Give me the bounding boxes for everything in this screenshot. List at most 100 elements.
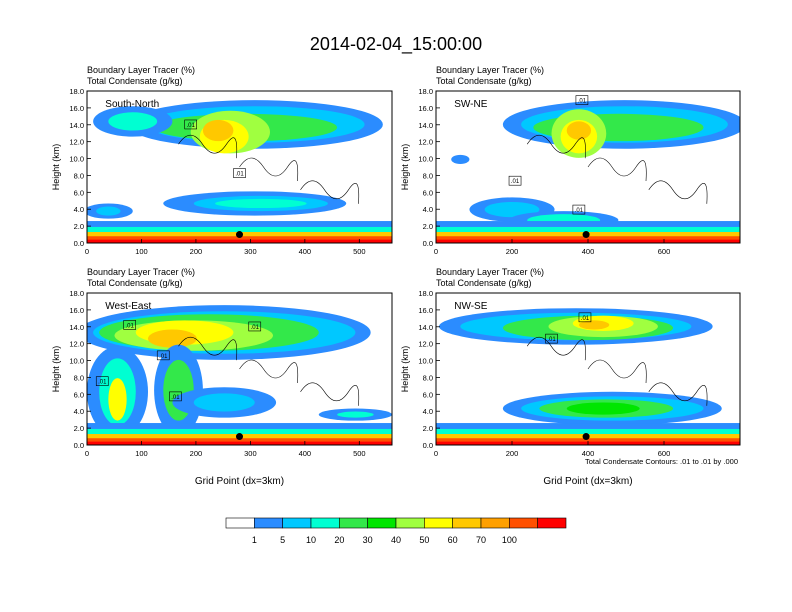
colorbar-swatch (395, 517, 425, 529)
panel-sw-ne: Boundary Layer Tracer (%)Total Condensat… (400, 65, 741, 256)
colorbar-label: 1 (252, 535, 257, 545)
x-tick-label: 200 (506, 247, 519, 256)
condensate-contour (239, 359, 299, 384)
y-tick-label: 2.0 (74, 222, 84, 231)
location-marker (236, 433, 243, 441)
condensate-contour (648, 382, 708, 406)
colorbar-label: 50 (419, 535, 429, 545)
x-tick-label: 0 (434, 449, 438, 458)
x-tick-label: 0 (434, 247, 438, 256)
field-blob (451, 154, 470, 164)
field-blob (215, 198, 307, 209)
colorbar-label: 60 (448, 535, 458, 545)
contour-label-box (545, 333, 558, 344)
colorbar-label: 5 (280, 535, 285, 545)
x-axis-label: Grid Point (dx=3km) (195, 476, 284, 487)
contour-label-box (578, 312, 592, 323)
y-tick-label: 0.0 (423, 441, 433, 450)
y-tick-label: 16.0 (418, 306, 433, 315)
y-tick-label: 16.0 (69, 306, 84, 315)
field-blob (484, 201, 540, 218)
colorbar-swatch (509, 517, 538, 529)
x-tick-label: 200 (190, 247, 203, 256)
field-blob (108, 378, 127, 421)
x-tick-label: 200 (190, 449, 203, 458)
colorbar-swatch (282, 517, 312, 529)
contour-label-box (508, 175, 522, 186)
contour-label: .01 (235, 172, 244, 178)
y-tick-label: 4.0 (74, 407, 84, 416)
colorbar-label: 100 (502, 535, 517, 545)
x-tick-label: 100 (135, 247, 148, 256)
panel-title-line1: Boundary Layer Tracer (%) (87, 267, 195, 277)
field-blob (337, 411, 374, 418)
x-tick-label: 400 (582, 247, 595, 256)
contour-label-box (169, 391, 182, 402)
colorbar-label: 70 (476, 535, 486, 545)
condensate-contour (526, 336, 586, 361)
y-tick-label: 12.0 (69, 138, 84, 147)
y-axis-label: Height (km) (400, 346, 410, 393)
y-tick-label: 12.0 (418, 138, 433, 147)
condensate-contour (300, 180, 360, 204)
x-tick-label: 400 (582, 449, 595, 458)
y-tick-label: 6.0 (423, 390, 433, 399)
y-tick-label: 18.0 (69, 87, 84, 96)
contour-label: .01 (159, 354, 168, 360)
field-blob (96, 206, 121, 216)
y-tick-label: 12.0 (69, 340, 84, 349)
plot-frame (86, 292, 393, 446)
contour-label: .01 (547, 337, 556, 343)
condensate-field (87, 293, 392, 445)
panel-title-line2: Total Condensate (g/kg) (87, 76, 183, 86)
panel-title-line1: Boundary Layer Tracer (%) (87, 65, 195, 75)
y-tick-label: 0.0 (423, 239, 433, 248)
x-tick-label: 0 (85, 247, 89, 256)
y-tick-label: 10.0 (418, 155, 433, 164)
contour-label: .01 (581, 316, 590, 322)
field-blob (193, 393, 255, 412)
condensate-contour (587, 157, 647, 182)
x-axis-label: Grid Point (dx=3km) (543, 476, 632, 487)
contour-footnote: Total Condensate Contours: .01 to .01 by… (585, 457, 738, 466)
location-marker (582, 433, 590, 441)
y-tick-label: 2.0 (423, 222, 433, 231)
colorbar-swatch (537, 517, 567, 529)
condensate-field (436, 293, 740, 445)
y-tick-label: 14.0 (418, 323, 433, 332)
colorbar-label: 10 (306, 535, 316, 545)
colorbar-swatch (367, 517, 397, 529)
x-tick-label: 500 (353, 449, 366, 458)
panel-title-line1: Boundary Layer Tracer (%) (436, 65, 544, 75)
colorbar-swatch (424, 517, 453, 529)
x-tick-label: 300 (244, 449, 257, 458)
y-tick-label: 10.0 (418, 357, 433, 366)
contour-label-box (248, 321, 262, 332)
field-blob (578, 320, 610, 330)
field-blob (108, 112, 158, 131)
condensate-contour (587, 359, 647, 384)
panel-title-line2: Total Condensate (g/kg) (436, 278, 532, 288)
condensate-field (87, 91, 392, 243)
contour-label: .01 (98, 380, 107, 386)
y-tick-label: 0.0 (74, 441, 84, 450)
y-tick-label: 4.0 (74, 205, 84, 214)
y-tick-label: 14.0 (418, 121, 433, 130)
contour-label-box (184, 119, 197, 130)
y-axis-label: Height (km) (51, 346, 61, 393)
contour-label: .01 (575, 208, 584, 214)
contour-label: .01 (126, 323, 135, 329)
condensate-contour (648, 180, 708, 204)
y-tick-label: 10.0 (69, 155, 84, 164)
x-tick-label: 300 (244, 247, 257, 256)
contour-label: .01 (511, 179, 520, 185)
contour-label: .01 (578, 99, 587, 105)
y-tick-label: 2.0 (74, 424, 84, 433)
y-tick-label: 0.0 (74, 239, 84, 248)
contour-label-box (233, 168, 246, 178)
contour-label-box (156, 350, 170, 361)
y-tick-label: 6.0 (74, 390, 84, 399)
plot-frame (86, 90, 393, 244)
boundary-layer-band (87, 239, 392, 243)
